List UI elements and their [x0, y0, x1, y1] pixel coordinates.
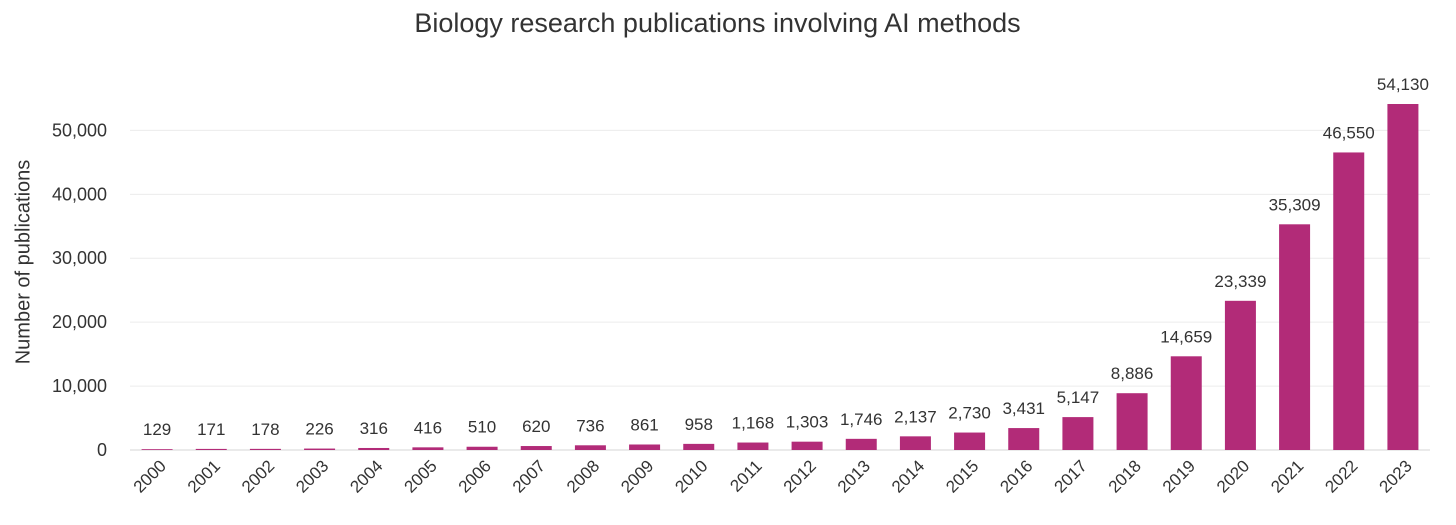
x-tick-label: 2012 [780, 456, 820, 496]
data-labels: 129 171 178 226 316 416 510 620 736 861 958 1,168 1,… [143, 75, 1429, 439]
bar [845, 438, 877, 450]
x-tick-label: 2006 [455, 456, 495, 496]
bar [574, 445, 606, 450]
bar [791, 441, 823, 450]
bar [1279, 224, 1311, 450]
bar [304, 448, 336, 450]
x-tick-labels: 2000 2001 2002 2003 2004 2005 2006 2007 2008 2009… [130, 456, 1416, 496]
data-label: 226 [305, 420, 333, 439]
bar [358, 447, 390, 450]
bar [954, 432, 986, 450]
data-label: 2,730 [948, 404, 991, 423]
data-label: 416 [414, 418, 442, 437]
bar [249, 448, 281, 450]
y-axis-label: Number of publications [12, 159, 35, 365]
data-label: 510 [468, 418, 496, 437]
bar [1116, 393, 1148, 450]
x-tick-label: 2021 [1267, 456, 1307, 496]
x-tick-label: 2000 [130, 456, 170, 496]
bar [520, 446, 552, 450]
bars [141, 104, 1419, 450]
chart-title: Biology research publications involving … [414, 8, 1021, 38]
data-label: 958 [685, 415, 713, 434]
y-tick-label: 10,000 [52, 376, 107, 396]
bar [1224, 300, 1256, 450]
data-label: 1,303 [786, 413, 829, 432]
bar [1170, 356, 1202, 450]
data-label: 3,431 [1002, 399, 1045, 418]
bar [466, 446, 498, 450]
x-tick-label: 2017 [1051, 456, 1091, 496]
x-tick-label: 2001 [184, 456, 224, 496]
x-tick-label: 2023 [1376, 456, 1416, 496]
bar [1333, 152, 1365, 450]
data-label: 23,339 [1214, 272, 1266, 291]
y-tick-label: 50,000 [52, 120, 107, 140]
bar [1008, 428, 1040, 450]
x-tick-label: 2013 [834, 456, 874, 496]
bar [899, 436, 931, 450]
data-label: 8,886 [1111, 364, 1154, 383]
bar [683, 443, 715, 450]
bar [1387, 104, 1419, 450]
x-tick-label: 2009 [617, 456, 657, 496]
x-tick-label: 2016 [996, 456, 1036, 496]
data-label: 1,168 [732, 414, 775, 433]
y-tick-labels: 0 10,000 20,000 30,000 40,000 50,000 [52, 120, 107, 460]
bar [629, 444, 661, 450]
x-tick-label: 2010 [671, 456, 711, 496]
data-label: 178 [251, 420, 279, 439]
data-label: 861 [630, 415, 658, 434]
bar [141, 449, 173, 450]
x-tick-label: 2015 [942, 456, 982, 496]
y-tick-label: 40,000 [52, 184, 107, 204]
x-tick-label: 2005 [401, 456, 441, 496]
data-label: 316 [360, 419, 388, 438]
y-tick-label: 30,000 [52, 248, 107, 268]
data-label: 129 [143, 420, 171, 439]
data-label: 2,137 [894, 407, 937, 426]
data-label: 54,130 [1377, 75, 1429, 94]
x-tick-label: 2022 [1321, 456, 1361, 496]
x-tick-label: 2019 [1159, 456, 1199, 496]
x-tick-label: 2018 [1105, 456, 1145, 496]
data-label: 171 [197, 420, 225, 439]
data-label: 5,147 [1057, 388, 1100, 407]
data-label: 35,309 [1269, 195, 1321, 214]
data-label: 46,550 [1323, 123, 1375, 142]
data-label: 1,746 [840, 410, 883, 429]
data-label: 620 [522, 417, 550, 436]
x-tick-label: 2014 [888, 456, 928, 496]
data-label: 736 [576, 416, 604, 435]
bar [1062, 417, 1094, 450]
x-tick-label: 2002 [238, 456, 278, 496]
bar [195, 448, 227, 450]
x-tick-label: 2008 [563, 456, 603, 496]
bar [412, 447, 444, 450]
bar [737, 442, 769, 450]
y-tick-label: 20,000 [52, 312, 107, 332]
x-tick-label: 2003 [292, 456, 332, 496]
gridlines [130, 129, 1430, 451]
y-tick-label: 0 [97, 440, 107, 460]
x-tick-label: 2020 [1213, 456, 1253, 496]
x-tick-label: 2007 [509, 456, 549, 496]
x-tick-label: 2004 [346, 456, 386, 496]
x-tick-label: 2011 [726, 456, 765, 495]
data-label: 14,659 [1160, 327, 1212, 346]
